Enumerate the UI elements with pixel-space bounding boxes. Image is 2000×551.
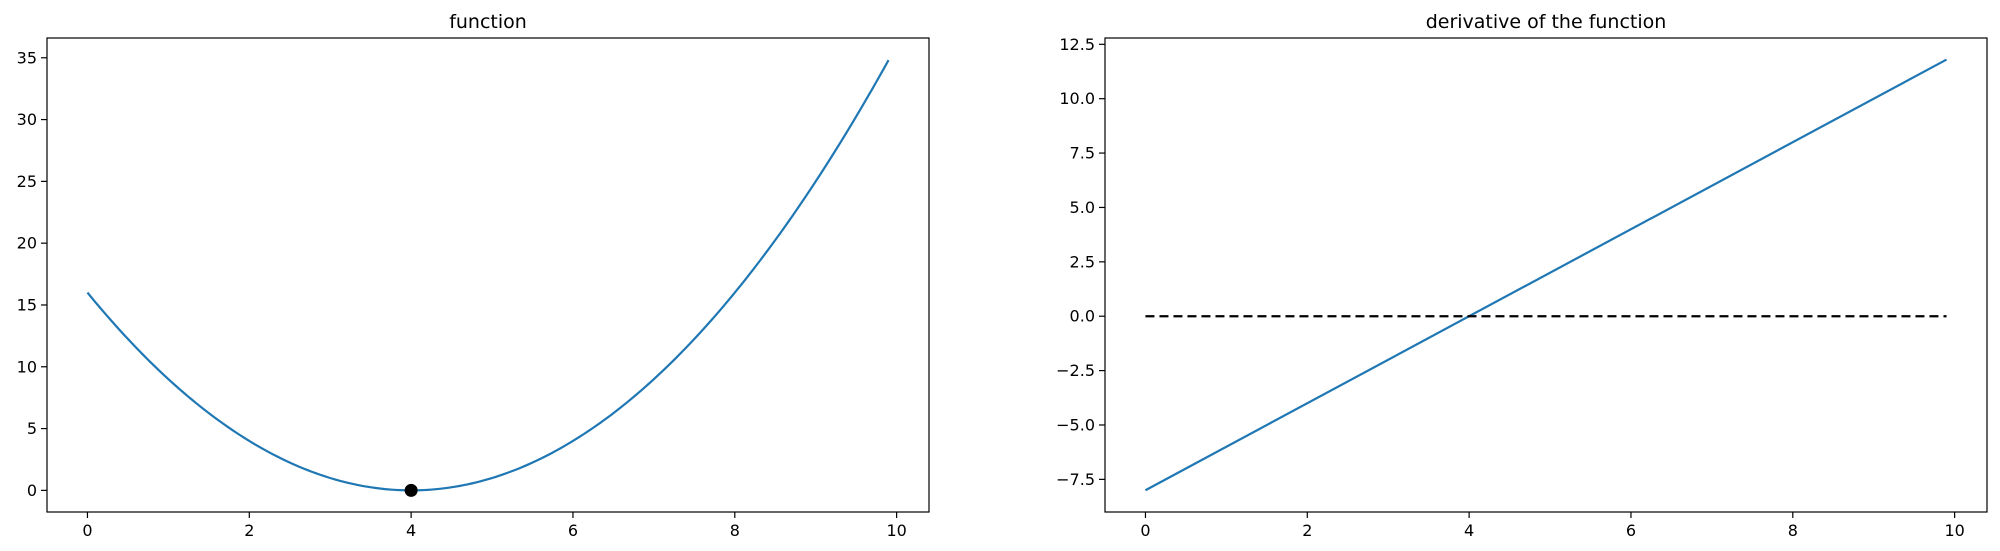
- function-plot-y-tick-label: 20: [17, 234, 37, 253]
- function-plot-y-tick-label: 10: [17, 357, 37, 376]
- function-plot-title: function: [449, 11, 527, 33]
- function-plot-y-tick-label: 30: [17, 110, 37, 129]
- function-plot-y-tick-label: 25: [17, 172, 37, 191]
- derivative-plot-y-tick-label: −2.5: [1056, 361, 1095, 380]
- derivative-plot-series-line: [1144, 58, 1948, 492]
- function-plot-x-tick-label: 2: [244, 521, 254, 540]
- function-plot-ticks: 0 2 4 6 8 10 0 5 10 15 20 25 30 35: [17, 48, 907, 540]
- function-plot-series: [86, 59, 890, 497]
- function-plot-x-tick-label: 8: [730, 521, 740, 540]
- function-plot: function 0 2 4 6 8 10 0 5 10 15 20 25 30 35: [17, 11, 930, 540]
- function-plot-y-tick-label: 15: [17, 295, 37, 314]
- function-plot-x-tick-label: 0: [82, 521, 92, 540]
- function-plot-x-tick-label: 10: [886, 521, 906, 540]
- derivative-plot-y-tick-label: −5.0: [1056, 415, 1095, 434]
- derivative-plot-y-tick-label: 10.0: [1059, 89, 1095, 108]
- function-plot-y-tick-label: 0: [27, 481, 37, 500]
- function-plot-y-tick-label: 35: [17, 48, 37, 67]
- derivative-plot-x-tick-label: 2: [1302, 521, 1312, 540]
- function-plot-x-tick-label: 6: [568, 521, 578, 540]
- derivative-plot-y-tick-label: 2.5: [1070, 252, 1095, 271]
- derivative-plot-frame: [1104, 37, 1988, 513]
- derivative-plot-y-tick-label: 12.5: [1059, 35, 1095, 54]
- derivative-plot-x-tick-label: 4: [1464, 521, 1474, 540]
- derivative-plot-y-tick-label: −7.5: [1056, 470, 1095, 489]
- derivative-plot-y-tick-label: 5.0: [1070, 198, 1095, 217]
- function-plot-y-tick-label: 5: [27, 419, 37, 438]
- function-plot-x-tick-label: 4: [406, 521, 416, 540]
- function-plot-series-line: [86, 59, 890, 492]
- derivative-plot: derivative of the function 0 2 4 6 8 10 −7.5 −5…: [1056, 11, 1988, 540]
- derivative-plot-series: [1144, 58, 1948, 492]
- derivative-plot-title: derivative of the function: [1426, 11, 1667, 33]
- derivative-plot-x-tick-label: 6: [1626, 521, 1636, 540]
- derivative-plot-x-tick-label: 8: [1788, 521, 1798, 540]
- derivative-plot-x-tick-label: 10: [1944, 521, 1964, 540]
- derivative-plot-y-tick-label: 7.5: [1070, 144, 1095, 163]
- derivative-plot-x-tick-label: 0: [1140, 521, 1150, 540]
- function-plot-frame: [46, 37, 930, 513]
- derivative-plot-ticks: 0 2 4 6 8 10 −7.5 −5.0 −2.5 0.0 2.5 5.0 7.5 10.0 12.5: [1056, 35, 1965, 540]
- function-plot-minimum-marker: [404, 483, 418, 497]
- derivative-plot-y-tick-label: 0.0: [1070, 307, 1095, 326]
